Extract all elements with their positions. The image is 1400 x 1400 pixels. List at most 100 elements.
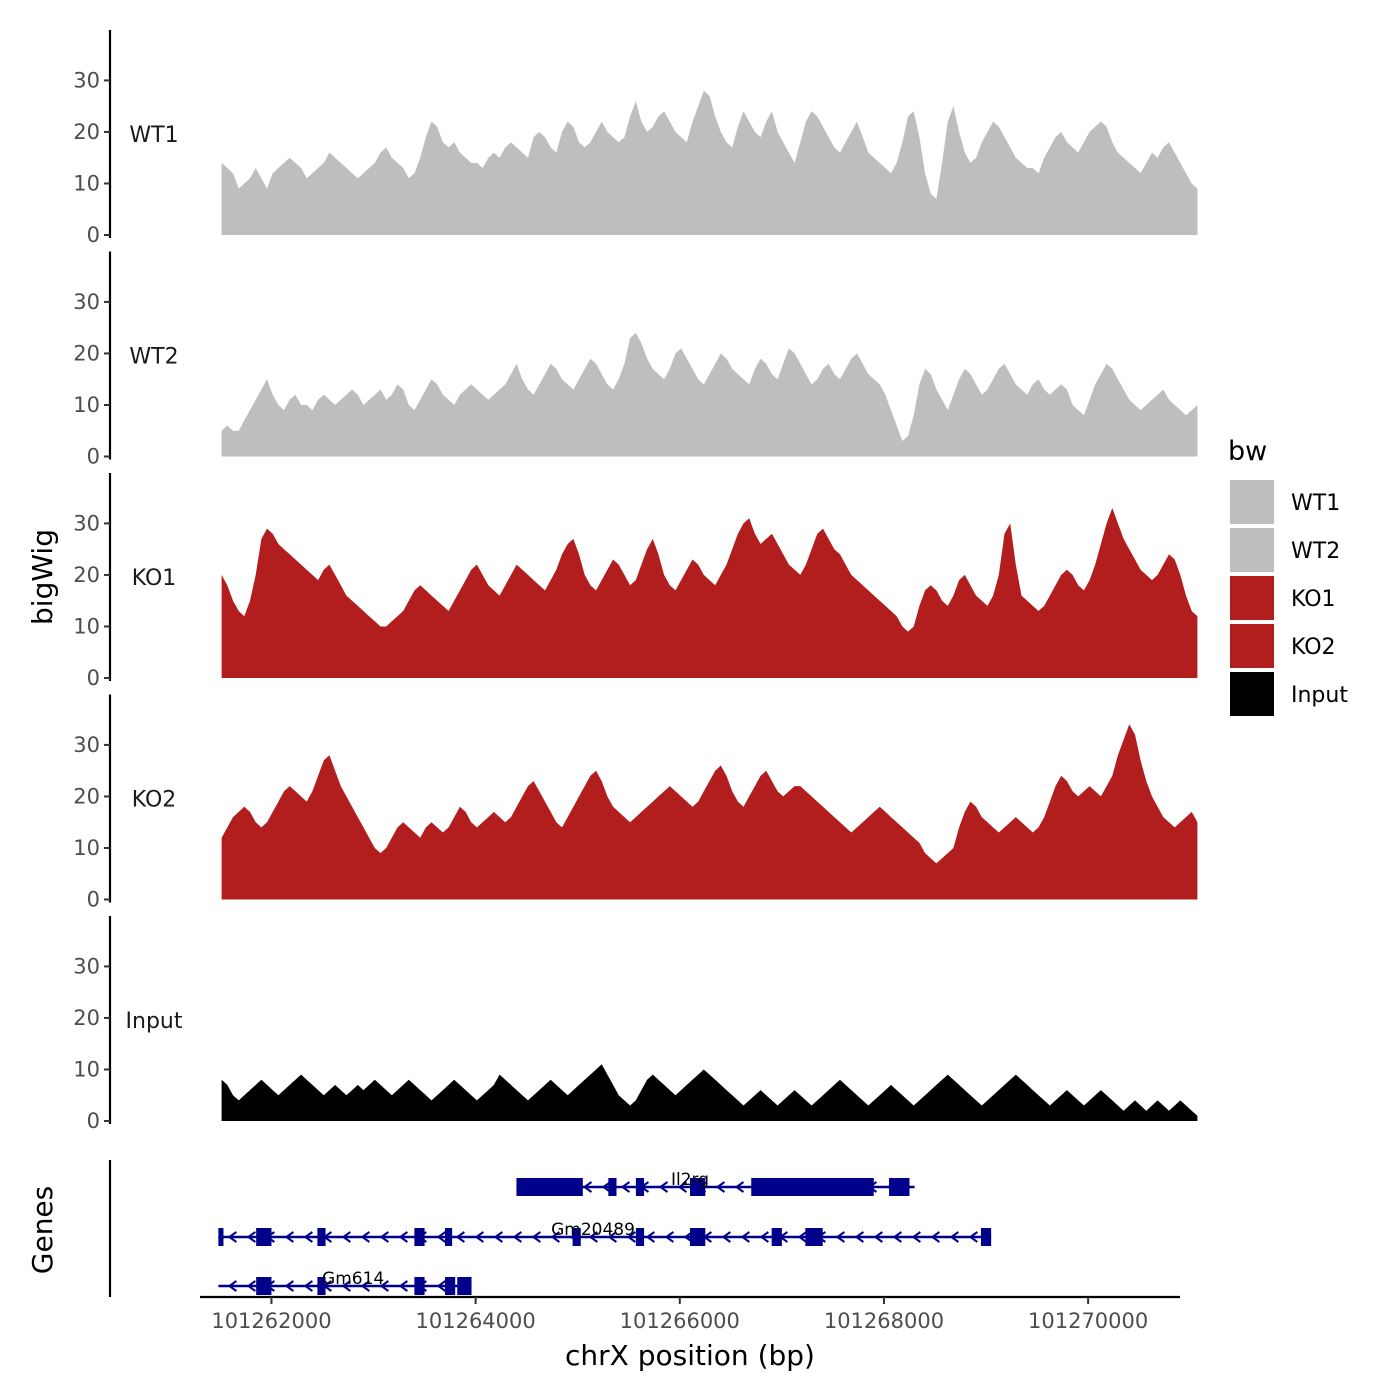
strand-arrow (398, 1231, 408, 1243)
exon (805, 1228, 823, 1246)
strand-arrow (968, 1231, 978, 1243)
exon (218, 1228, 224, 1246)
strand-arrow (588, 1231, 598, 1243)
y-tick-label: 20 (73, 1006, 100, 1030)
strand-arrow (645, 1231, 655, 1243)
gene-gm20489: Gm20489 (218, 1220, 992, 1246)
strand-arrow (474, 1231, 484, 1243)
exon (414, 1228, 425, 1246)
strand-arrow (664, 1231, 674, 1243)
exon (414, 1277, 425, 1295)
strand-arrow (911, 1231, 921, 1243)
track-wt1: 0 10 20 30 WT1 (73, 30, 1198, 247)
legend-key (1230, 624, 1274, 668)
track-label: Input (126, 1009, 183, 1034)
exon (690, 1228, 706, 1246)
legend-label: KO2 (1291, 635, 1336, 660)
y-tick-label: 30 (73, 68, 100, 92)
strand-arrow (398, 1280, 408, 1292)
y-tick-label: 20 (73, 784, 100, 808)
y-tick-label: 10 (73, 171, 100, 195)
strand-arrow (601, 1181, 612, 1193)
legend-item-ko2: KO2 (1230, 624, 1336, 668)
exon (317, 1228, 326, 1246)
strand-arrow (284, 1280, 294, 1292)
legend: bw WT1 WT2 KO1 KO2 Input (1228, 436, 1348, 716)
strand-arrow (835, 1231, 845, 1243)
x-axis: 101262000 101264000 101266000 101268000 1012… (200, 1295, 1180, 1333)
exon (690, 1178, 706, 1196)
exon (445, 1277, 456, 1295)
coverage-area (221, 1064, 1198, 1121)
strand-arrow (455, 1231, 465, 1243)
legend-item-wt1: WT1 (1230, 480, 1340, 524)
strand-arrow (379, 1280, 389, 1292)
track-wt2: 0 10 20 30 WT2 (73, 251, 1198, 469)
y-tick-label: 0 (87, 888, 100, 912)
legend-item-input: Input (1230, 672, 1348, 716)
strand-arrow (303, 1231, 313, 1243)
exon (445, 1228, 453, 1246)
strand-arrow (227, 1231, 237, 1243)
strand-arrow (607, 1231, 617, 1243)
y-tick-label: 30 (73, 290, 100, 314)
strand-arrow (582, 1181, 593, 1193)
legend-label: Input (1291, 683, 1348, 708)
strand-arrow (677, 1181, 688, 1193)
coverage-area (221, 724, 1198, 900)
strand-arrow (734, 1181, 745, 1193)
y-tick-label: 30 (73, 733, 100, 757)
strand-arrow (550, 1231, 560, 1243)
x-axis-title: chrX position (bp) (565, 1339, 815, 1372)
y-tick-label: 10 (73, 836, 100, 860)
legend-key (1230, 672, 1274, 716)
strand-arrow (949, 1231, 959, 1243)
track-label: KO2 (132, 788, 177, 813)
exon (771, 1228, 782, 1246)
legend-key (1230, 528, 1274, 572)
gene-label: Il2rg (671, 1170, 709, 1190)
gene-label: Gm20489 (551, 1220, 635, 1240)
x-tick-label: 101266000 (620, 1309, 740, 1333)
x-tick-label: 101270000 (1028, 1309, 1148, 1333)
legend-label: WT2 (1291, 539, 1340, 564)
exon (608, 1178, 617, 1196)
genes-layer: Il2rg Gm20489 Gm614 (108, 1160, 992, 1297)
y-tick-label: 0 (87, 223, 100, 247)
strand-arrow (873, 1231, 883, 1243)
x-tick-label: 101268000 (824, 1309, 944, 1333)
strand-arrow (341, 1280, 351, 1292)
legend-label: KO1 (1291, 587, 1336, 612)
genes-panel-title: Genes (26, 1186, 59, 1274)
strand-arrow (341, 1231, 351, 1243)
exon (256, 1228, 272, 1246)
y-tick-label: 0 (87, 666, 100, 690)
track-input: 0 10 20 30 Input (73, 916, 1198, 1133)
strand-arrow (512, 1231, 522, 1243)
strand-arrow (721, 1231, 731, 1243)
strand-arrow (715, 1181, 726, 1193)
legend-key (1230, 480, 1274, 524)
track-label: WT2 (129, 345, 178, 370)
legend-label: WT1 (1291, 491, 1340, 516)
strand-arrow (930, 1231, 940, 1243)
exon (980, 1228, 992, 1246)
strand-arrow (436, 1280, 446, 1292)
strand-arrow (360, 1280, 370, 1292)
y-axis-title: bigWig (26, 529, 59, 625)
strand-arrow (284, 1231, 294, 1243)
y-tick-label: 20 (73, 563, 100, 587)
strand-arrow (227, 1280, 237, 1292)
y-tick-label: 10 (73, 1057, 100, 1081)
track-label: WT1 (129, 123, 178, 148)
y-tick-label: 20 (73, 120, 100, 144)
exon (516, 1178, 583, 1196)
strand-arrow (620, 1181, 631, 1193)
strand-arrow (892, 1231, 902, 1243)
gene-il2rg: Il2rg (516, 1170, 915, 1196)
coverage-area (221, 508, 1198, 678)
strand-arrow (303, 1280, 313, 1292)
track-ko1: 0 10 20 30 KO1 (73, 473, 1198, 690)
exon (317, 1277, 326, 1295)
legend-item-wt2: WT2 (1230, 528, 1340, 572)
